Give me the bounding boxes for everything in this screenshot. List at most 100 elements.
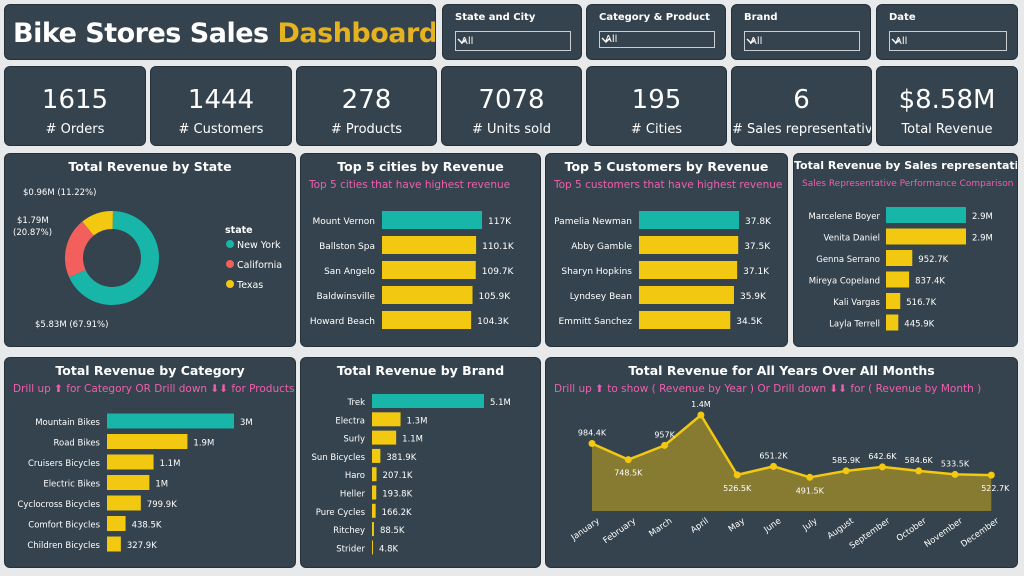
bar	[639, 261, 738, 279]
data-label: $5.83M (67.91%)	[35, 320, 108, 330]
category-label: Mount Vernon	[312, 217, 375, 227]
bar	[639, 236, 739, 254]
x-tick-label: September	[848, 516, 893, 551]
category-label: Electra	[335, 416, 365, 426]
slicer-date: Date All	[876, 4, 1018, 60]
legend-title: state	[225, 225, 253, 236]
panel-title: Top 5 Customers by Revenue	[564, 159, 769, 174]
data-label: 166.2K	[382, 508, 412, 518]
panel-subtitle: Sales Representative Performance Compari…	[802, 179, 1014, 189]
x-tick-label: March	[647, 516, 674, 539]
legend-label: California	[237, 260, 282, 271]
panel-title: Total Revenue by Brand	[336, 363, 505, 378]
bar	[107, 454, 154, 470]
category-label: San Angelo	[324, 267, 375, 277]
data-label: 34.5K	[736, 317, 763, 327]
bar	[372, 485, 377, 500]
bar	[886, 293, 901, 309]
slicer-brand: Brand All	[731, 4, 871, 60]
data-label: 516.7K	[906, 298, 936, 308]
legend-marker	[226, 240, 234, 248]
data-point	[842, 467, 850, 475]
category-label: Pure Cycles	[316, 508, 366, 518]
data-label: 3M	[240, 418, 253, 428]
category-label: Emmitt Sanchez	[559, 317, 633, 327]
data-label: $0.96M (11.22%)	[23, 188, 96, 198]
chevron-down-icon	[891, 38, 901, 44]
data-label: 491.5K	[796, 486, 825, 495]
chevron-down-icon	[746, 38, 756, 44]
title-highlight: Dashboard	[277, 18, 436, 49]
dropdown-value: All	[605, 34, 618, 45]
panel-sales-reps: Total Revenue by Sales representative Sa…	[793, 153, 1018, 347]
data-label: 4.8K	[379, 544, 399, 554]
bar	[372, 503, 376, 518]
kpi-value: 195	[631, 85, 682, 115]
data-label: $1.79M	[17, 216, 49, 226]
data-label: 1.1M	[160, 459, 181, 469]
panel-top-customers: Top 5 Customers by Revenue Top 5 custome…	[545, 153, 788, 347]
bar	[382, 311, 472, 329]
panel-subtitle: Drill up ⬆ for Category OR Drill down ⬇⬇…	[13, 383, 295, 395]
x-tick-label: June	[761, 516, 783, 535]
category-label: Comfort Bicycles	[28, 521, 100, 531]
kpi-value: $8.58M	[898, 85, 996, 115]
data-label: (20.87%)	[13, 228, 52, 238]
panel-title: Total Revenue by State	[68, 159, 232, 174]
data-label: 193.8K	[382, 490, 412, 500]
bar-chart: Marcelene Boyer 2.9M Venita Daniel 2.9M Genn…	[809, 207, 993, 331]
data-label: 445.9K	[904, 320, 934, 330]
data-label: 526.5K	[723, 484, 752, 493]
data-label: 584.6K	[905, 456, 934, 465]
data-label: 104.3K	[477, 317, 510, 327]
bar	[639, 286, 734, 304]
data-point	[697, 411, 705, 419]
kpi-customers: 1444 # Customers	[150, 66, 292, 146]
x-tick-label: February	[601, 516, 638, 546]
bar	[639, 211, 739, 229]
kpi-value: 1444	[187, 85, 255, 115]
state-city-dropdown[interactable]: All	[455, 31, 571, 51]
category-label: Mireya Copeland	[809, 277, 880, 287]
category-product-dropdown[interactable]: All	[599, 31, 715, 48]
x-tick-label: December	[959, 516, 1001, 550]
bar	[382, 286, 473, 304]
donut-slice	[69, 211, 159, 305]
kpi-orders: 1615 # Orders	[4, 66, 146, 146]
panel-revenue-by-month: Total Revenue for All Years Over All Mon…	[545, 357, 1018, 568]
kpi-value: 6	[793, 85, 810, 115]
data-point	[878, 463, 886, 471]
area-chart: 984.4K January 748.5K February 957K March 1.4M…	[569, 400, 1010, 551]
donut-chart: $5.83M (67.91%) $1.79M (20.87%) $0.96M (11.…	[13, 188, 282, 330]
data-label: 109.7K	[482, 267, 515, 277]
category-label: Cruisers Bicycles	[28, 459, 101, 469]
date-dropdown[interactable]: All	[889, 31, 1007, 51]
kpi-sales-reps: 6 # Sales representative	[731, 66, 872, 146]
panel-subtitle: Drill up ⬆ to show ( Revenue by Year ) O…	[554, 383, 982, 395]
category-label: Pamelia Newman	[554, 217, 632, 227]
data-label: 1M	[155, 480, 168, 490]
data-label: 37.1K	[743, 267, 770, 277]
data-label: 2.9M	[972, 212, 993, 222]
data-label: 117K	[488, 217, 512, 227]
kpi-label: # Units sold	[472, 122, 551, 137]
brand-dropdown[interactable]: All	[744, 31, 860, 51]
x-tick-label: May	[727, 516, 747, 534]
dropdown-value: All	[750, 36, 763, 47]
bar	[372, 448, 381, 463]
data-point	[806, 473, 814, 481]
slicer-state-city: State and City All	[442, 4, 582, 60]
category-label: Children Bicycles	[27, 541, 100, 551]
data-label: 1.9M	[193, 439, 214, 449]
category-label: Surly	[343, 435, 365, 445]
data-point	[624, 456, 632, 464]
category-label: Electric Bikes	[43, 480, 100, 490]
panel-top-cities: Top 5 cities by Revenue Top 5 cities tha…	[300, 153, 541, 347]
x-tick-label: July	[800, 516, 819, 534]
legend-marker	[226, 260, 234, 268]
category-label: Road Bikes	[53, 439, 100, 449]
dropdown-value: All	[461, 36, 474, 47]
data-label: 2.9M	[972, 234, 993, 244]
panel-title: Top 5 cities by Revenue	[337, 159, 504, 174]
kpi-value: 1615	[41, 85, 109, 115]
